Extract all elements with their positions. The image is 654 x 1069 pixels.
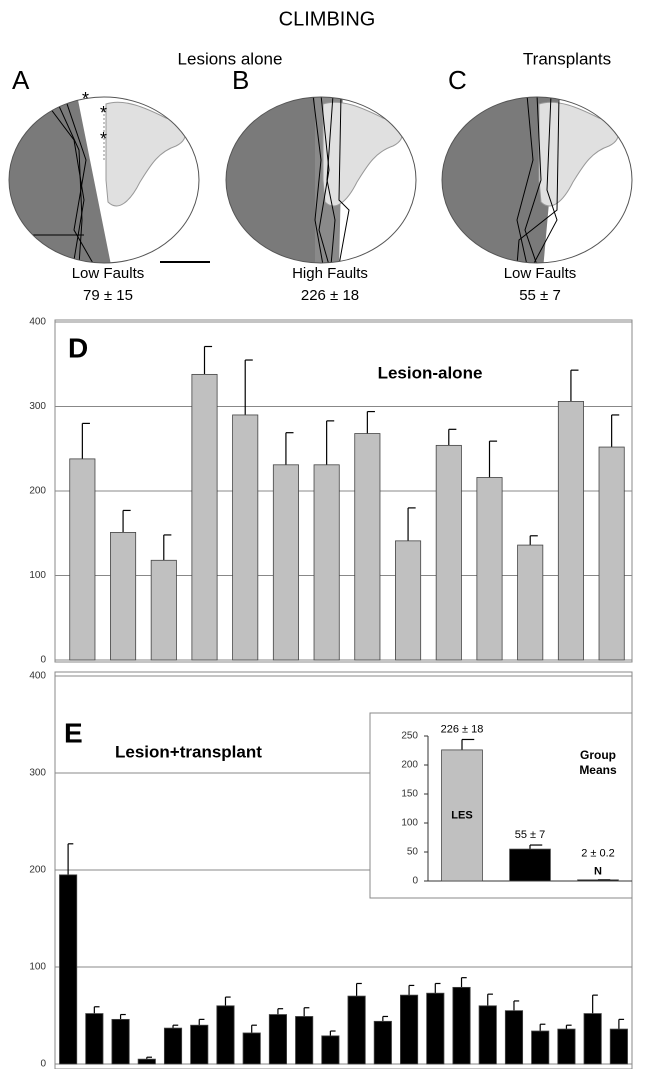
inset-title: Group Means	[568, 748, 628, 778]
value-label: 226 ± 18	[441, 723, 484, 735]
bar	[86, 1014, 103, 1064]
bar	[599, 447, 624, 660]
bar	[70, 459, 95, 660]
bar	[395, 541, 420, 660]
panel-label: C	[448, 65, 467, 95]
bar	[348, 996, 365, 1064]
panel-label: D	[68, 332, 88, 363]
bar	[374, 1021, 391, 1064]
y-tick-label: 300	[29, 768, 46, 779]
bar	[355, 434, 380, 660]
bar	[558, 401, 583, 660]
y-tick-label: 0	[412, 876, 418, 887]
bar	[453, 987, 470, 1064]
bar	[273, 465, 298, 660]
cord-section	[437, 90, 632, 270]
group-label: Lesions alone	[178, 49, 283, 68]
bar	[518, 545, 543, 660]
bar	[112, 1019, 129, 1064]
bar	[322, 1036, 339, 1064]
panel-title: Lesion+transplant	[115, 742, 262, 761]
bar-label: LES	[451, 809, 472, 821]
y-tick-label: 0	[40, 655, 46, 666]
bar	[192, 374, 217, 660]
y-tick-label: 100	[29, 962, 46, 973]
bar	[59, 875, 76, 1064]
panel-label: A	[12, 65, 30, 95]
y-tick-label: 150	[401, 789, 418, 800]
bar	[138, 1059, 155, 1064]
bar	[233, 415, 258, 660]
score: 79 ± 15	[83, 287, 133, 304]
y-tick-label: 100	[401, 818, 418, 829]
chart: CLIMBING Lesions alone Transplants	[0, 0, 654, 1069]
bar	[427, 993, 444, 1064]
marker: *	[100, 129, 107, 149]
y-tick-label: 200	[29, 865, 46, 876]
bar	[296, 1016, 313, 1064]
y-tick-label: 400	[29, 671, 46, 682]
bar	[269, 1015, 286, 1064]
panel-label: E	[64, 717, 83, 748]
bar	[532, 1031, 549, 1064]
bar	[314, 465, 339, 660]
bar	[477, 477, 502, 660]
caption: Low Faults	[72, 265, 145, 282]
group-label: Transplants	[523, 49, 611, 68]
bar-label: TRA	[519, 862, 542, 874]
value-label: 2 ± 0.2	[581, 848, 615, 860]
bar	[217, 1006, 234, 1064]
score: 226 ± 18	[301, 287, 359, 304]
bar	[578, 880, 619, 881]
cord-section	[221, 90, 416, 270]
y-tick-label: 300	[29, 401, 46, 412]
bar	[191, 1025, 208, 1064]
y-tick-label: 400	[29, 317, 46, 328]
y-tick-label: 50	[407, 847, 419, 858]
bar	[164, 1028, 181, 1064]
bar	[243, 1033, 260, 1064]
y-tick-label: 100	[29, 570, 46, 581]
bar	[610, 1029, 627, 1064]
y-tick-label: 200	[29, 486, 46, 497]
bar	[479, 1006, 496, 1064]
bar	[110, 532, 135, 660]
bar	[558, 1029, 575, 1064]
figure-title: CLIMBING	[279, 8, 376, 30]
value-label: 55 ± 7	[515, 829, 546, 841]
figure: CLIMBING Lesions alone Transplants	[0, 0, 654, 1069]
panel-title: Lesion-alone	[378, 363, 483, 382]
panel-label: B	[232, 65, 249, 95]
y-tick-label: 200	[401, 760, 418, 771]
caption: Low Faults	[504, 265, 577, 282]
marker: *	[82, 89, 89, 109]
score: 55 ± 7	[519, 287, 561, 304]
marker: *	[100, 103, 107, 123]
bar	[151, 560, 176, 660]
bar	[436, 445, 461, 660]
bar	[584, 1014, 601, 1064]
y-tick-label: 0	[40, 1059, 46, 1069]
caption: High Faults	[292, 265, 368, 282]
bar-label: N	[594, 866, 602, 878]
bar	[505, 1011, 522, 1064]
y-tick-label: 250	[401, 731, 418, 742]
bar	[400, 995, 417, 1064]
